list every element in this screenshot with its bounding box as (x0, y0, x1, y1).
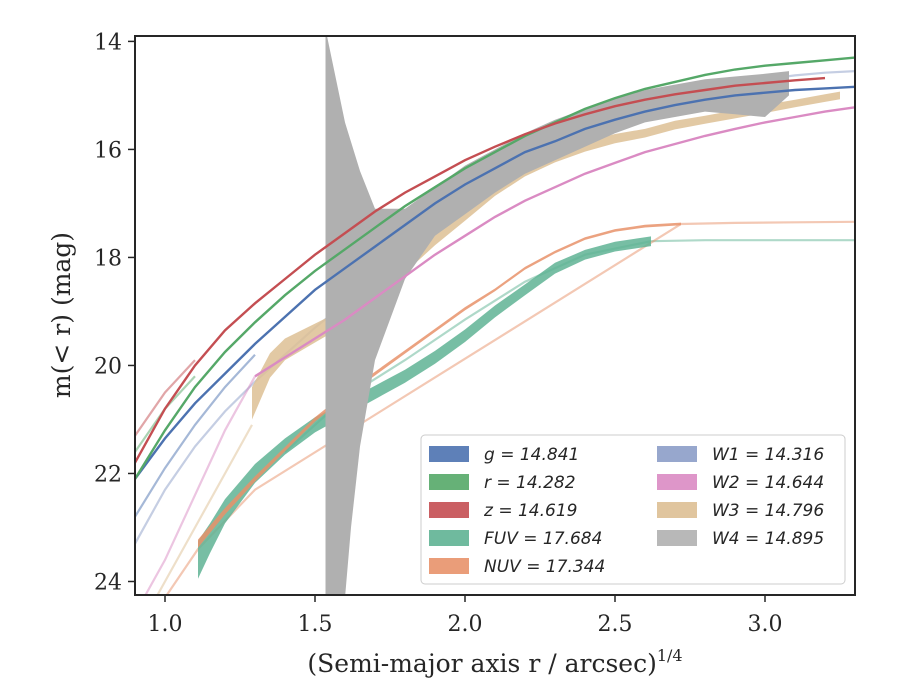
x-tick-label: 3.0 (748, 612, 783, 637)
legend-swatch-r (429, 474, 469, 490)
ticks-layer: 1.0 1.5 2.0 2.5 3.0 14 16 18 20 22 24 (94, 30, 783, 637)
lines-layer (135, 56, 855, 480)
bands-layer (198, 36, 840, 595)
legend: g = 14.841 r = 14.282 z = 14.619 FUV = 17.6… (420, 434, 846, 585)
legend-label-w2: W2 = 14.644 (712, 473, 824, 493)
legend-swatch-g (429, 446, 469, 462)
series-w2-faint-line (144, 375, 256, 595)
legend-swatch-fuv (429, 530, 469, 546)
series-w4-band (325, 36, 789, 595)
series-z-line (135, 76, 826, 464)
legend-frame (420, 434, 846, 585)
x-tick-label: 2.0 (448, 612, 483, 637)
y-tick-label: 14 (94, 30, 122, 55)
y-tick-label: 22 (94, 462, 122, 487)
legend-swatch-w2 (657, 474, 697, 490)
plot-frame (134, 35, 856, 596)
legend-swatch-z (429, 502, 469, 518)
y-tick-label: 24 (94, 570, 122, 595)
legend-label-w4: W4 = 14.895 (712, 529, 824, 549)
series-r-line (135, 56, 855, 480)
series-w3-faint-line (156, 424, 253, 595)
x-tick-label: 1.5 (298, 612, 333, 637)
legend-label-nuv: NUV = 17.344 (484, 557, 605, 577)
y-axis-title: m(< r) (mag) (47, 232, 76, 398)
legend-label-fuv: FUV = 17.684 (484, 529, 602, 549)
series-z-faint-line (135, 359, 196, 437)
legend-label-w1: W1 = 14.316 (712, 445, 824, 465)
x-tick-label: 1.0 (148, 612, 183, 637)
y-tick-label: 16 (94, 138, 122, 163)
x-axis-title: (Semi-major axis r / arcsec)1/4 (307, 646, 682, 678)
legend-label-g: g = 14.841 (484, 445, 579, 465)
legend-label-w3: W3 = 14.796 (712, 501, 824, 521)
x-tick-label: 2.5 (598, 612, 633, 637)
legend-label-z: z = 14.619 (483, 501, 577, 521)
legend-label-r: r = 14.282 (484, 473, 576, 493)
series-w2-line (254, 106, 855, 378)
series-g-faint-line (135, 353, 256, 518)
legend-swatch-w4 (657, 530, 697, 546)
y-tick-label: 20 (94, 354, 122, 379)
series-g-line (135, 85, 855, 480)
legend-swatch-w3 (657, 502, 697, 518)
series-nuv-faint-line (165, 220, 855, 595)
legend-swatch-nuv (429, 558, 469, 574)
legend-swatch-w1 (657, 446, 697, 462)
y-tick-label: 18 (94, 246, 122, 271)
